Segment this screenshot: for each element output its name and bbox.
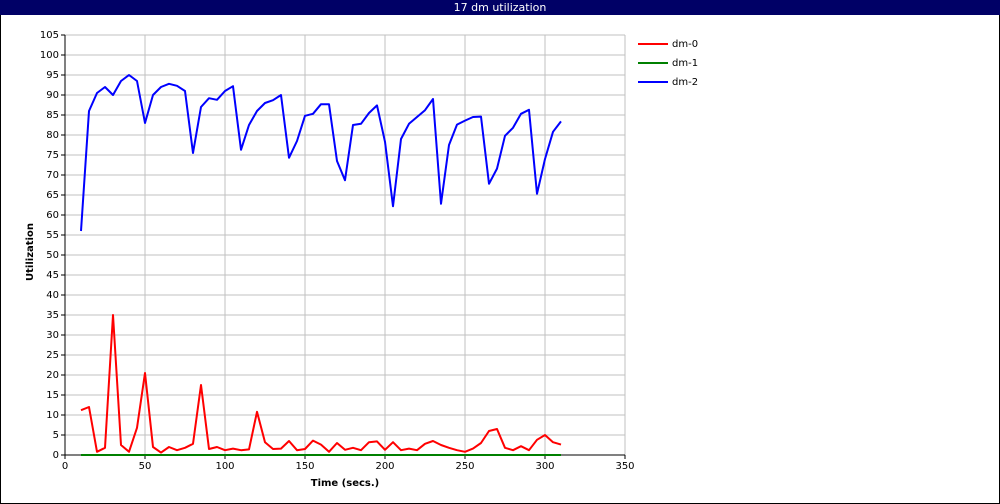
x-tick-label: 0 — [62, 461, 68, 472]
y-tick-label: 80 — [46, 130, 59, 141]
y-tick-label: 45 — [46, 270, 59, 281]
x-tick-label: 200 — [375, 461, 394, 472]
y-tick-label: 65 — [46, 190, 59, 201]
legend-label: dm-1 — [672, 58, 698, 69]
x-tick-label: 300 — [535, 461, 554, 472]
y-tick-label: 55 — [46, 230, 59, 241]
y-axis-label: Utilization — [25, 223, 36, 281]
x-tick-label: 150 — [295, 461, 314, 472]
y-tick-label: 10 — [46, 410, 59, 421]
y-tick-label: 35 — [46, 310, 59, 321]
series-line — [80, 314, 562, 454]
y-tick-label: 30 — [46, 330, 59, 341]
y-tick-label: 40 — [46, 290, 59, 301]
series-line — [80, 74, 562, 232]
legend-label: dm-2 — [672, 77, 698, 88]
x-tick-label: 250 — [455, 461, 474, 472]
x-tick-label: 350 — [615, 461, 634, 472]
x-tick-label: 50 — [139, 461, 152, 472]
y-tick-label: 70 — [46, 170, 59, 181]
y-tick-label: 60 — [46, 210, 59, 221]
y-tick-label: 105 — [40, 30, 59, 41]
y-tick-label: 5 — [53, 430, 59, 441]
title-bar — [0, 0, 1000, 15]
y-tick-label: 90 — [46, 90, 59, 101]
y-tick-label: 25 — [46, 350, 59, 361]
y-tick-label: 15 — [46, 390, 59, 401]
y-tick-label: 50 — [46, 250, 59, 261]
y-tick-label: 100 — [40, 50, 59, 61]
legend-label: dm-0 — [672, 39, 698, 50]
y-tick-label: 95 — [46, 70, 59, 81]
y-tick-label: 75 — [46, 150, 59, 161]
y-tick-label: 85 — [46, 110, 59, 121]
y-tick-label: 0 — [53, 450, 59, 461]
chart-title: 17 dm utilization — [454, 1, 547, 14]
y-tick-label: 20 — [46, 370, 59, 381]
x-tick-label: 100 — [215, 461, 234, 472]
x-axis-label: Time (secs.) — [311, 478, 380, 489]
